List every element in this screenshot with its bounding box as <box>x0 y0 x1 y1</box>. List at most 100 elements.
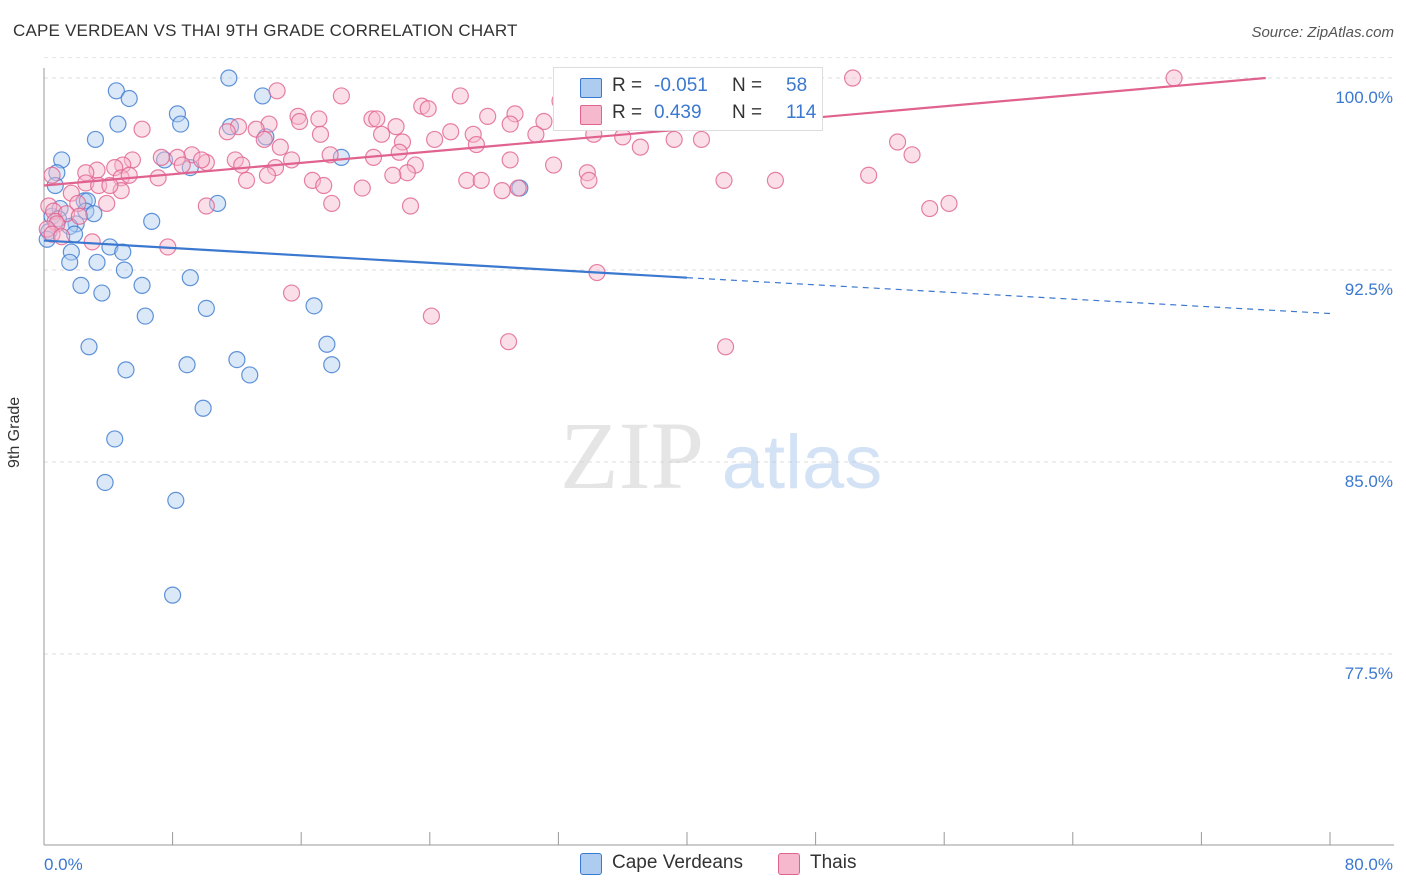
data-point <box>62 184 80 202</box>
data-point <box>86 130 105 149</box>
data-point <box>192 151 211 169</box>
chart-title: CAPE VERDEAN VS THAI 9TH GRADE CORRELATI… <box>13 21 518 40</box>
data-point <box>167 491 185 509</box>
data-point <box>194 399 212 417</box>
data-point <box>321 146 339 164</box>
data-point <box>254 87 272 105</box>
data-point <box>120 166 138 184</box>
trend-lines <box>43 76 1331 315</box>
data-point <box>48 164 66 182</box>
series-legend: Cape Verdeans Thais <box>0 852 1406 878</box>
data-point <box>353 179 371 197</box>
data-point <box>311 125 330 143</box>
data-point <box>387 118 405 136</box>
data-point <box>368 110 386 128</box>
data-point <box>282 284 301 302</box>
data-point <box>83 233 101 251</box>
data-point <box>70 207 88 225</box>
data-point <box>109 115 127 133</box>
x-tick-label-max: 80.0% <box>1345 855 1393 874</box>
y-tick-label: 85.0% <box>1345 472 1393 491</box>
data-point <box>458 171 476 189</box>
data-point <box>384 166 402 184</box>
data-point <box>766 171 785 189</box>
data-point <box>88 253 106 271</box>
data-point <box>305 297 323 315</box>
watermark-atlas: atlas <box>722 420 883 505</box>
data-point <box>106 430 124 448</box>
data-point <box>218 123 236 141</box>
watermark-zip: ZIP <box>560 402 704 509</box>
data-point <box>72 276 90 294</box>
data-point <box>61 253 79 271</box>
data-point <box>237 171 256 189</box>
data-point <box>921 199 939 218</box>
data-point <box>48 215 66 233</box>
source-label: Source: ZipAtlas.com <box>1251 24 1394 41</box>
data-point <box>40 197 58 215</box>
data-point <box>310 110 328 128</box>
data-point <box>363 110 381 128</box>
data-point <box>149 169 167 187</box>
data-point <box>228 351 246 369</box>
data-point <box>173 156 191 174</box>
data-point <box>220 69 238 87</box>
data-point <box>282 151 301 169</box>
data-point <box>152 148 170 166</box>
data-point <box>535 112 553 131</box>
series-thais <box>38 69 1183 356</box>
data-point <box>181 269 199 287</box>
data-point <box>80 338 98 356</box>
data-point <box>43 166 61 184</box>
data-point <box>318 335 336 353</box>
data-point <box>715 171 733 189</box>
grid-lines <box>44 57 1394 655</box>
legend-r-label: R = <box>612 102 643 123</box>
trend-line-cape-verdeans <box>43 239 688 279</box>
data-point <box>271 138 289 156</box>
data-point <box>155 151 174 169</box>
data-point <box>393 133 412 151</box>
data-point <box>43 225 61 243</box>
legend-n-value: 58 <box>786 75 808 96</box>
data-point <box>303 171 322 189</box>
data-point <box>692 130 711 149</box>
y-tick-label: 92.5% <box>1345 280 1393 299</box>
legend-n-label: N = <box>732 102 763 123</box>
legend-row-pink: R = 0.439 N = 114 <box>554 101 822 127</box>
data-point <box>501 151 519 169</box>
legend-row-blue: R = -0.051 N = 58 <box>554 74 822 100</box>
data-point <box>401 197 420 215</box>
data-point <box>268 82 286 100</box>
data-point <box>501 115 519 133</box>
data-point <box>467 135 486 154</box>
data-point <box>255 130 273 149</box>
data-point <box>888 133 907 151</box>
data-point <box>164 586 182 604</box>
data-point <box>843 69 862 87</box>
watermark: ZIP atlas <box>560 402 882 509</box>
data-point <box>716 338 735 356</box>
data-point <box>860 166 878 184</box>
data-point <box>665 130 683 149</box>
data-point <box>479 107 497 126</box>
data-point <box>133 120 151 138</box>
data-point <box>451 87 469 105</box>
data-point <box>101 176 119 195</box>
legend-swatch-blue <box>580 78 602 98</box>
data-point <box>133 276 151 294</box>
data-point <box>372 125 391 143</box>
data-point <box>260 115 278 133</box>
data-point <box>315 176 333 195</box>
legend-r-value: 0.439 <box>654 102 702 123</box>
trend-line-cape-verdeans-extension <box>686 277 1331 315</box>
data-point <box>197 299 215 317</box>
legend-swatch-cape-verdeans <box>580 853 602 875</box>
x-tick-label-min: 0.0% <box>44 855 83 874</box>
data-point <box>229 118 248 136</box>
data-point <box>631 138 649 156</box>
data-point <box>464 125 482 143</box>
data-point <box>143 212 161 230</box>
data-point <box>506 105 524 123</box>
